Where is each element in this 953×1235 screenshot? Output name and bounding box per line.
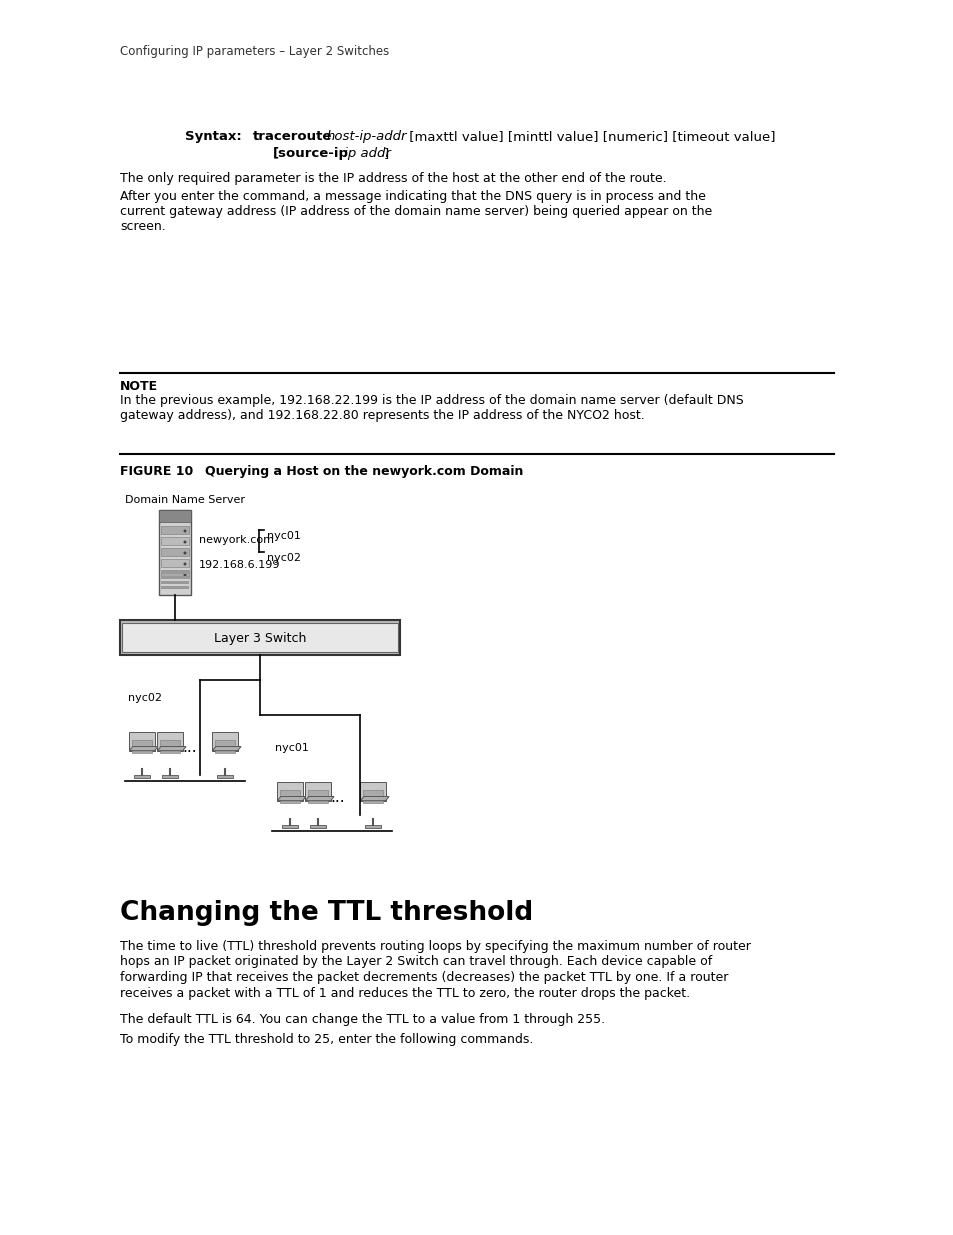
Bar xyxy=(122,622,397,652)
Bar xyxy=(161,537,189,545)
Text: ]: ] xyxy=(384,147,389,161)
Bar xyxy=(161,548,189,556)
Polygon shape xyxy=(157,747,186,751)
Polygon shape xyxy=(360,797,389,800)
Text: gateway address), and 192.168.22.80 represents the IP address of the NYCO2 host.: gateway address), and 192.168.22.80 repr… xyxy=(120,409,644,422)
Bar xyxy=(360,782,385,800)
Bar xyxy=(160,740,179,753)
Bar xyxy=(277,782,302,800)
Text: screen.: screen. xyxy=(120,220,166,233)
Bar xyxy=(308,790,328,803)
Text: After you enter the command, a message indicating that the DNS query is in proce: After you enter the command, a message i… xyxy=(120,190,705,203)
Text: Querying a Host on the newyork.com Domain: Querying a Host on the newyork.com Domai… xyxy=(205,466,523,478)
Text: In the previous example, 192.168.22.199 is the IP address of the domain name ser: In the previous example, 192.168.22.199 … xyxy=(120,394,743,408)
Polygon shape xyxy=(130,747,158,751)
Bar xyxy=(365,825,380,829)
Text: Syntax:: Syntax: xyxy=(185,130,241,143)
Text: ...: ... xyxy=(331,790,345,805)
Bar xyxy=(161,576,189,579)
Text: current gateway address (IP address of the domain name server) being queried app: current gateway address (IP address of t… xyxy=(120,205,712,219)
Bar xyxy=(159,510,191,595)
Text: hops an IP packet originated by the Layer 2 Switch can travel through. Each devi: hops an IP packet originated by the Laye… xyxy=(120,956,712,968)
Circle shape xyxy=(183,552,186,555)
Bar xyxy=(161,585,189,589)
Text: FIGURE 10: FIGURE 10 xyxy=(120,466,193,478)
Polygon shape xyxy=(277,797,306,800)
Bar xyxy=(216,774,233,778)
Text: NOTE: NOTE xyxy=(120,380,158,393)
Polygon shape xyxy=(213,747,241,751)
Text: nyc02: nyc02 xyxy=(267,553,301,563)
Circle shape xyxy=(183,530,186,532)
Bar xyxy=(133,774,150,778)
Bar xyxy=(162,774,178,778)
Text: 192.168.6.199: 192.168.6.199 xyxy=(199,559,280,571)
Bar xyxy=(161,559,189,567)
Text: nyc02: nyc02 xyxy=(128,693,162,703)
Bar xyxy=(282,825,297,829)
Text: [source-ip: [source-ip xyxy=(273,147,349,161)
Text: Configuring IP parameters – Layer 2 Switches: Configuring IP parameters – Layer 2 Swit… xyxy=(120,44,389,58)
Text: receives a packet with a TTL of 1 and reduces the TTL to zero, the router drops : receives a packet with a TTL of 1 and re… xyxy=(120,987,689,999)
Bar xyxy=(213,732,237,751)
Bar xyxy=(159,510,191,522)
Text: ip addr: ip addr xyxy=(339,147,391,161)
Text: forwarding IP that receives the packet decrements (decreases) the packet TTL by : forwarding IP that receives the packet d… xyxy=(120,971,727,984)
Bar xyxy=(157,732,182,751)
Text: nyc01: nyc01 xyxy=(274,743,309,753)
Text: Domain Name Server: Domain Name Server xyxy=(125,495,245,505)
Text: traceroute: traceroute xyxy=(253,130,332,143)
Text: nyc01: nyc01 xyxy=(267,531,300,541)
Text: To modify the TTL threshold to 25, enter the following commands.: To modify the TTL threshold to 25, enter… xyxy=(120,1032,533,1046)
Bar xyxy=(280,790,299,803)
Text: ...: ... xyxy=(182,741,197,756)
Bar xyxy=(363,790,382,803)
Text: host-ip-addr: host-ip-addr xyxy=(327,130,407,143)
Bar xyxy=(132,740,152,753)
Polygon shape xyxy=(305,797,334,800)
Bar xyxy=(130,732,154,751)
Circle shape xyxy=(183,562,186,566)
Bar xyxy=(161,571,189,574)
Bar xyxy=(161,571,189,578)
Text: newyork.com: newyork.com xyxy=(199,535,274,545)
Text: Layer 3 Switch: Layer 3 Switch xyxy=(213,632,306,645)
Circle shape xyxy=(183,541,186,543)
Bar xyxy=(161,526,189,534)
Bar xyxy=(161,580,189,584)
Text: The default TTL is 64. You can change the TTL to a value from 1 through 255.: The default TTL is 64. You can change th… xyxy=(120,1013,604,1026)
Bar xyxy=(305,782,331,800)
Bar xyxy=(215,740,234,753)
Circle shape xyxy=(183,573,186,577)
Text: [maxttl value] [minttl value] [numeric] [timeout value]: [maxttl value] [minttl value] [numeric] … xyxy=(405,130,775,143)
Bar xyxy=(310,825,326,829)
Text: The only required parameter is the IP address of the host at the other end of th: The only required parameter is the IP ad… xyxy=(120,172,666,185)
Text: Changing the TTL threshold: Changing the TTL threshold xyxy=(120,900,533,926)
Text: The time to live (TTL) threshold prevents routing loops by specifying the maximu: The time to live (TTL) threshold prevent… xyxy=(120,940,750,953)
Bar xyxy=(120,620,399,655)
